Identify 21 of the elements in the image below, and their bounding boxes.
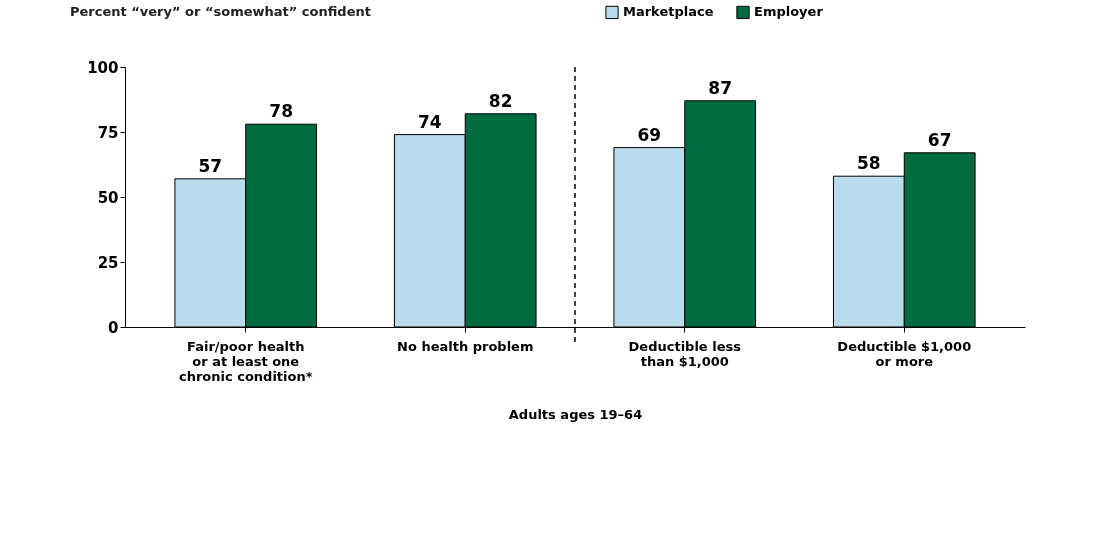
- x-axis-title: Adults ages 19–64: [508, 406, 643, 422]
- data-label: 82: [488, 90, 513, 111]
- data-label: 69: [637, 124, 662, 145]
- y-tick-label: 0: [108, 318, 119, 337]
- legend-label: Employer: [754, 4, 824, 20]
- data-label: 58: [857, 153, 881, 174]
- data-label: 87: [708, 77, 732, 98]
- y-tick-label: 75: [97, 123, 119, 142]
- x-tick-label: No health problem: [397, 338, 534, 354]
- x-tick-label: Deductible $1,000 or more: [837, 338, 972, 369]
- y-tick-label: 25: [97, 253, 119, 272]
- y-tick-label: 100: [87, 58, 119, 77]
- legend-label: Marketplace: [623, 4, 714, 20]
- data-label: 57: [198, 155, 223, 176]
- text: Percent “very” or “somewhat” confident: [70, 4, 371, 19]
- data-label: 78: [269, 101, 293, 122]
- x-tick-label: Deductible less than $1,000: [628, 338, 742, 369]
- data-label: 67: [927, 129, 952, 150]
- y-tick-label: 50: [97, 188, 119, 207]
- x-tick-label: Fair/poor health or at least one chronic condition*: [178, 338, 313, 384]
- data-label: 74: [418, 111, 442, 132]
